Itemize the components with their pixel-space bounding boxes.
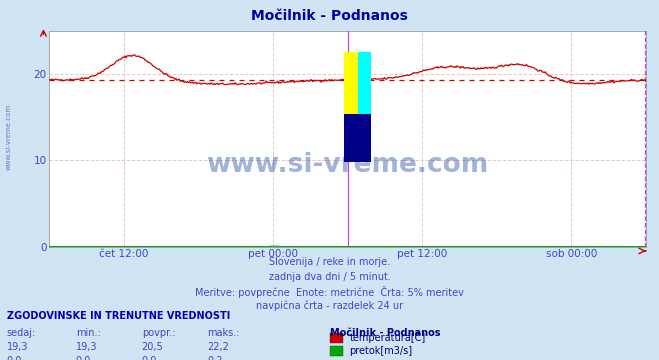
Text: 0,0: 0,0 bbox=[142, 356, 157, 360]
Text: min.:: min.: bbox=[76, 328, 101, 338]
Text: povpr.:: povpr.: bbox=[142, 328, 175, 338]
Text: Meritve: povprečne  Enote: metrične  Črta: 5% meritev: Meritve: povprečne Enote: metrične Črta:… bbox=[195, 286, 464, 298]
Bar bbox=[344, 114, 372, 162]
Text: www.si-vreme.com: www.si-vreme.com bbox=[5, 104, 11, 170]
Text: ZGODOVINSKE IN TRENUTNE VREDNOSTI: ZGODOVINSKE IN TRENUTNE VREDNOSTI bbox=[7, 311, 230, 321]
Bar bbox=[344, 52, 358, 117]
Text: zadnja dva dni / 5 minut.: zadnja dva dni / 5 minut. bbox=[269, 272, 390, 282]
Text: 20,5: 20,5 bbox=[142, 342, 163, 352]
Text: Močilnik - Podnanos: Močilnik - Podnanos bbox=[330, 328, 440, 338]
Text: 22,2: 22,2 bbox=[208, 342, 229, 352]
Text: 0,2: 0,2 bbox=[208, 356, 223, 360]
Text: 0,0: 0,0 bbox=[7, 356, 22, 360]
Text: pretok[m3/s]: pretok[m3/s] bbox=[349, 346, 413, 356]
Text: 19,3: 19,3 bbox=[76, 342, 98, 352]
Text: Slovenija / reke in morje.: Slovenija / reke in morje. bbox=[269, 257, 390, 267]
Text: sedaj:: sedaj: bbox=[7, 328, 36, 338]
Text: 0,0: 0,0 bbox=[76, 356, 91, 360]
Bar bbox=[358, 52, 372, 117]
Text: Močilnik - Podnanos: Močilnik - Podnanos bbox=[251, 9, 408, 23]
Text: www.si-vreme.com: www.si-vreme.com bbox=[206, 152, 489, 177]
Text: maks.:: maks.: bbox=[208, 328, 240, 338]
Text: navpična črta - razdelek 24 ur: navpična črta - razdelek 24 ur bbox=[256, 301, 403, 311]
Text: temperatura[C]: temperatura[C] bbox=[349, 333, 426, 343]
Text: 19,3: 19,3 bbox=[7, 342, 28, 352]
